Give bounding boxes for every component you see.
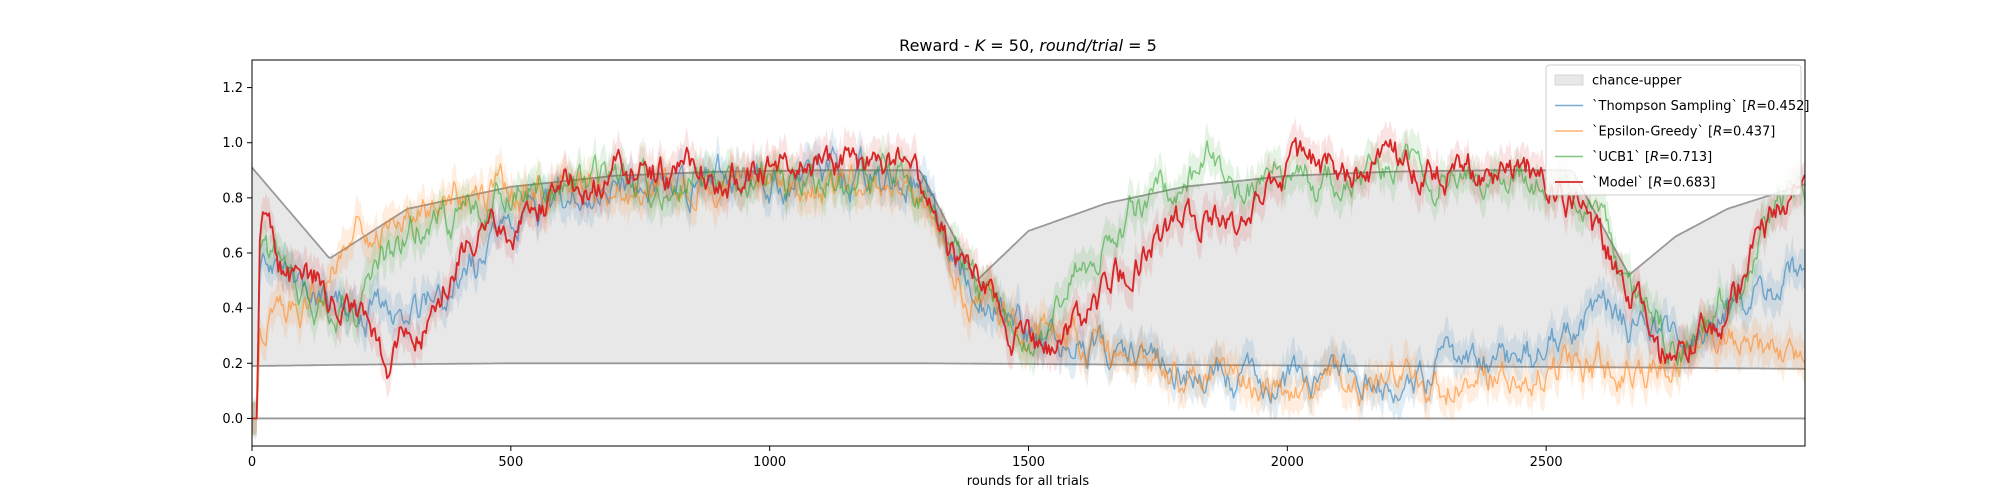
x-tick-label: 1500	[1012, 455, 1045, 470]
legend-frame	[1545, 64, 1802, 196]
series-band-1	[252, 127, 1805, 440]
x-axis: 0 500 1000 1500 2000 2500	[248, 446, 1563, 470]
y-tick-label: 0.4	[222, 302, 243, 317]
legend-label-1: `Thompson Sampling` [R=0.452]	[1592, 99, 1809, 114]
chance-lower-line	[252, 362, 1805, 370]
x-tick-label: 2000	[1271, 455, 1304, 470]
y-tick-label: 0.0	[222, 412, 243, 427]
legend-label-chance: chance-upper	[1592, 74, 1682, 89]
y-tick-label: 1.0	[222, 136, 243, 151]
y-tick-label: 0.8	[222, 191, 243, 206]
series-line-4	[252, 137, 1805, 420]
legend-label-4: `Model` [R=0.683]	[1592, 176, 1715, 191]
plot-area	[252, 117, 1805, 440]
legend-label-2: `Epsilon-Greedy` [R=0.437]	[1592, 125, 1775, 140]
x-tick-label: 500	[498, 455, 523, 470]
x-tick-label: 2500	[1530, 455, 1563, 470]
legend-label-3: `UCB1` [R=0.713]	[1592, 150, 1712, 165]
legend-swatch-chance	[1554, 74, 1584, 86]
y-tick-label: 0.2	[222, 357, 243, 372]
series-band-2	[252, 143, 1805, 440]
x-axis-label: rounds for all trials	[967, 474, 1090, 489]
x-tick-label: 0	[248, 455, 256, 470]
y-tick-label: 1.2	[222, 81, 243, 96]
legend: chance-upper `Thompson Sampling` [R=0.452…	[1545, 64, 1809, 196]
series-line-1	[252, 146, 1805, 420]
series-band-4	[252, 117, 1805, 437]
y-tick-label: 0.6	[222, 247, 243, 262]
x-tick-label: 1000	[753, 455, 786, 470]
chart-title: Reward - K = 50, round/trial = 5	[899, 36, 1157, 55]
y-axis: 0.0 0.2 0.4 0.6 0.8 1.0 1.2	[222, 81, 252, 427]
chance-band	[252, 167, 1805, 369]
